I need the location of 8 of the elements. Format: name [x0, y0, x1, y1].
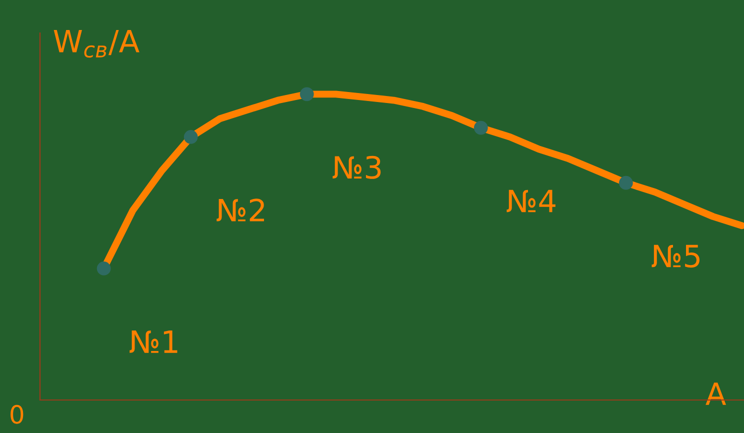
annotation: №2 [216, 198, 264, 222]
annotation: №1 [130, 330, 178, 353]
annotation: №5 [652, 244, 700, 268]
annotation: №3 [332, 156, 381, 179]
text: 0 [10, 404, 24, 424]
y-axis-title: W$_{св}$/A [54, 30, 140, 58]
x-axis-title: A [706, 382, 726, 405]
annotation: №4 [506, 190, 556, 212]
